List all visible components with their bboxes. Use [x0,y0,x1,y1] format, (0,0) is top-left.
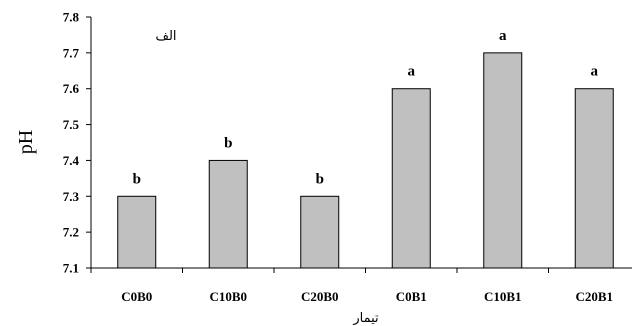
y-tick-label: 7.6 [63,81,80,96]
category-labels: C0B0 C10B0 C20B0 C0B1 C10B1 C20B1 [121,289,613,304]
y-tick-label: 7.5 [63,117,80,132]
significance-labels: b b b a a a [133,28,599,187]
category-label: C10B0 [209,289,247,304]
y-axis-title: pH [15,130,37,154]
bar [300,195,340,269]
bars [117,52,614,269]
y-tick-label: 7.1 [63,261,79,276]
y-tick-label: 7.2 [63,225,79,240]
category-label: C20B1 [575,289,613,304]
category-label: C20B0 [301,289,339,304]
y-tick-label: 7.4 [63,153,80,168]
significance-letter: a [591,64,599,80]
category-label: C0B1 [396,289,427,304]
bar [483,52,523,269]
significance-letter: b [133,171,141,187]
x-ticks [90,268,549,273]
category-label: C0B0 [121,289,152,304]
significance-letter: a [408,64,416,80]
category-label: C10B1 [484,289,522,304]
significance-letter: b [224,135,232,151]
bar [391,88,431,269]
bar [117,195,157,269]
x-axis-title: تیمار [352,311,379,326]
bar [574,88,614,269]
significance-letter: a [499,28,507,44]
significance-letter: b [316,171,324,187]
bar [208,159,248,269]
y-axis: 7.1 7.2 7.3 7.4 7.5 7.6 7.7 7.8 [63,10,92,276]
y-ticks: 7.1 7.2 7.3 7.4 7.5 7.6 7.7 7.8 [63,10,91,276]
y-tick-label: 7.3 [63,189,80,204]
x-axis [90,267,632,273]
y-tick-label: 7.7 [63,45,80,60]
panel-label: الف [155,29,176,44]
y-tick-label: 7.8 [63,10,80,25]
